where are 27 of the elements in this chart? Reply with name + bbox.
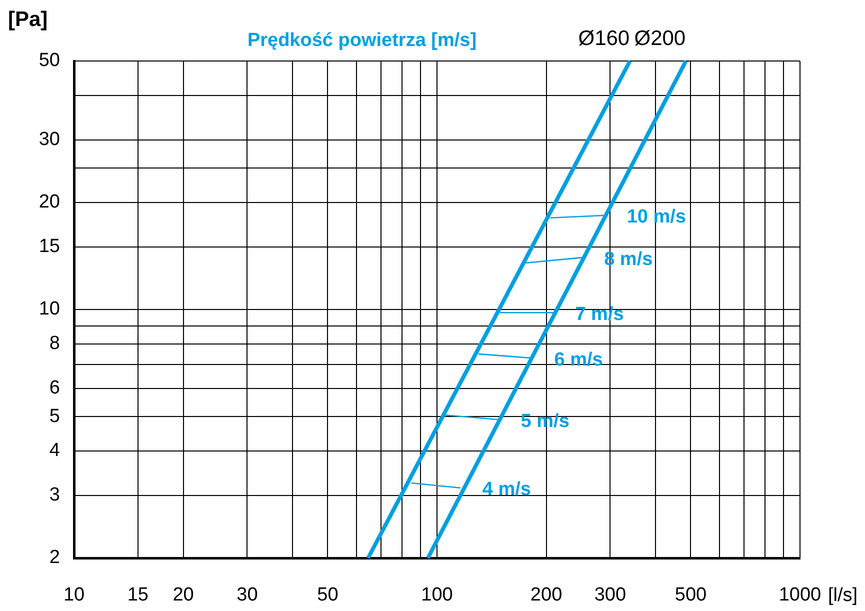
chart-title: Prędkość powietrza [m/s] [247,30,477,52]
x-tick-label: 100 [421,584,453,606]
series-label: Ø160 [578,26,630,50]
x-tick-label: 30 [236,584,258,606]
x-tick-label: 15 [127,584,148,606]
series-label: Ø200 [634,26,686,50]
x-tick-label: 300 [594,584,626,606]
y-tick-label: 3 [49,484,60,506]
x-tick-label: 200 [530,584,562,606]
x-tick-label: 20 [172,584,194,606]
y-tick-label: 2 [49,547,60,568]
y-axis-title: [Pa] [8,8,48,31]
y-tick-label: 30 [38,129,60,150]
y-tick-label: 20 [38,192,60,213]
x-tick-label: 50 [317,584,338,606]
y-tick-label: 50 [38,50,60,72]
x-tick-label: 1000 [778,584,822,606]
y-tick-label: 4 [49,440,60,462]
x-axis-title: [l/s] [828,585,858,606]
y-tick-label: 15 [38,236,60,258]
x-tick-label: 10 [63,584,85,606]
y-tick-label: 6 [49,378,60,399]
y-tick-label: 10 [38,298,60,320]
y-tick-label: 8 [49,333,60,354]
annotation: 4 m/s [482,479,531,500]
y-tick-label: 5 [49,406,60,427]
x-tick-label: 500 [674,584,707,606]
